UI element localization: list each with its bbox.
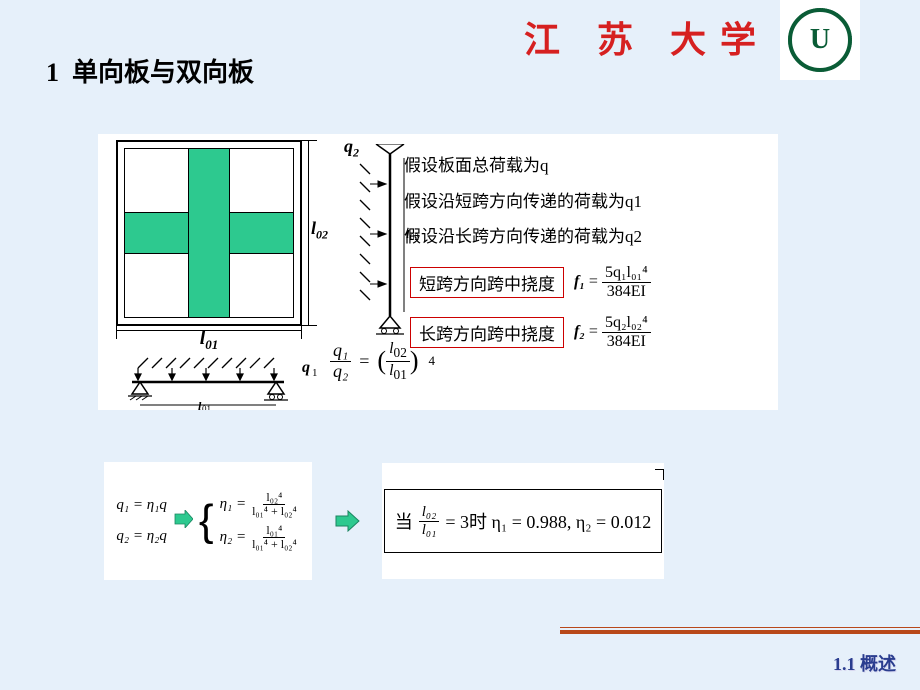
university-name: 江 苏 大学 xyxy=(524,17,770,64)
footer-divider xyxy=(560,630,920,634)
f1-equation: f₁= 5q₁l₀₁⁴384EI xyxy=(574,264,651,300)
flow-arrow-icon xyxy=(334,510,360,532)
university-logo: U xyxy=(780,0,860,80)
eta1-lhs: η₁ = xyxy=(220,496,247,513)
text-line-3: 假设沿长跨方向传递的荷载为q2 xyxy=(404,219,642,255)
section-title: 1 单向板与双向板 xyxy=(46,52,254,89)
lower-equation-row: q₁ = η₁q q₂ = η₂q { η₁ = l₀₂⁴l₀₁⁴ + l₀₂⁴… xyxy=(104,462,664,580)
eta2-lhs: η₂ = xyxy=(220,529,247,546)
header: 江 苏 大学 U xyxy=(524,0,860,80)
assumption-text: 假设板面总荷载为q 假设沿短跨方向传递的荷载为q1 假设沿长跨方向传递的荷载为q… xyxy=(404,148,642,255)
footer-divider-thin xyxy=(560,627,920,628)
slab-plan-view xyxy=(116,140,302,326)
q2-eta-eq: q₂ = η₂q xyxy=(116,528,167,544)
long-span-deflection-label: 长跨方向跨中挠度 xyxy=(410,317,564,348)
beam-short-span-diagram: l01 q1 xyxy=(128,354,298,410)
dimension-l01-label: l01 xyxy=(116,327,302,353)
eta-definitions-box: q₁ = η₁q q₂ = η₂q { η₁ = l₀₂⁴l₀₁⁴ + l₀₂⁴… xyxy=(104,462,312,580)
f2-equation: f₂= 5q₂l₀₂⁴384EI xyxy=(574,314,651,350)
deflection-f2-row: 长跨方向跨中挠度 f₂= 5q₂l₀₂⁴384EI xyxy=(410,314,651,350)
main-figure: l01 l02 xyxy=(98,134,778,410)
dimension-l02-label: l02 xyxy=(311,218,328,243)
section-number: 1 xyxy=(46,58,59,87)
q2-label: q2 xyxy=(344,136,359,161)
svg-text:1: 1 xyxy=(312,367,318,379)
text-line-1: 假设板面总荷载为q xyxy=(404,148,642,184)
svg-text:01: 01 xyxy=(202,404,211,410)
deflection-f1-row: 短跨方向跨中挠度 f₁= 5q₁l₀₁⁴384EI xyxy=(410,264,651,300)
implies-arrow-icon xyxy=(173,510,193,533)
result-text: = 3时 η₁ = 0.988, η₂ = 0.012 xyxy=(445,508,651,534)
dimension-l02-line xyxy=(308,140,309,326)
section-title-text: 单向板与双向板 xyxy=(72,58,254,87)
short-span-deflection-label: 短跨方向跨中挠度 xyxy=(410,267,564,298)
svg-text:q: q xyxy=(302,359,310,376)
text-line-2: 假设沿短跨方向传递的荷载为q1 xyxy=(404,184,642,220)
ratio-den: q₂ xyxy=(330,362,351,382)
ratio-num: q₁ xyxy=(330,341,351,362)
logo-letter: U xyxy=(788,8,852,72)
result-box: 当 l₀₂l₀₁ = 3时 η₁ = 0.988, η₂ = 0.012 xyxy=(382,463,664,579)
q1-eta-eq: q₁ = η₁q xyxy=(116,497,167,513)
result-prefix: 当 xyxy=(395,508,413,534)
footer-text: 1.1 概述 xyxy=(833,650,896,676)
